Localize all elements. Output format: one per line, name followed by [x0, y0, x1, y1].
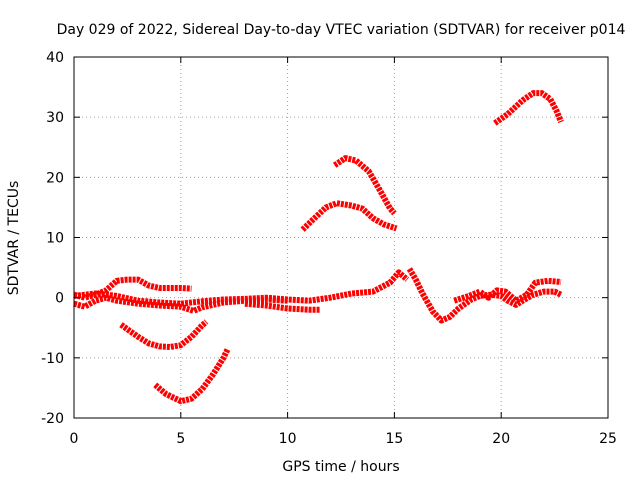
y-tick-label: 0 — [55, 291, 64, 307]
y-tick-label: 30 — [46, 110, 64, 126]
series-line-arc-6 — [153, 347, 231, 405]
series-line-arc-8 — [332, 155, 397, 216]
x-tick-label: 25 — [599, 431, 617, 447]
y-axis-label: SDTVAR / TECUs — [6, 181, 22, 296]
x-axis-label: GPS time / hours — [282, 459, 399, 475]
y-tick-label: 20 — [46, 170, 64, 186]
y-tick-label: 10 — [46, 231, 64, 247]
series-group — [73, 90, 564, 405]
chart-title: Day 029 of 2022, Sidereal Day-to-day VTE… — [57, 22, 626, 38]
x-tick-label: 5 — [176, 431, 185, 447]
series-line-arc-3 — [73, 269, 410, 307]
series-line-arc-11 — [493, 90, 564, 126]
series-line-arc-5 — [119, 319, 209, 350]
x-tick-label: 0 — [70, 431, 79, 447]
x-tick-label: 15 — [385, 431, 403, 447]
y-tick-label: 40 — [46, 50, 64, 66]
series-line-arc-7 — [300, 200, 398, 232]
ticks: 0 5 10 15 20 25 -20 -10 0 10 20 30 40 — [41, 50, 617, 447]
x-tick-label: 20 — [492, 431, 510, 447]
series-line-arc-4 — [244, 300, 320, 313]
series-line-arc-10 — [453, 277, 562, 304]
grid — [74, 57, 608, 418]
y-tick-label: -20 — [41, 411, 64, 427]
y-tick-label: -10 — [41, 351, 64, 367]
x-tick-label: 10 — [279, 431, 297, 447]
